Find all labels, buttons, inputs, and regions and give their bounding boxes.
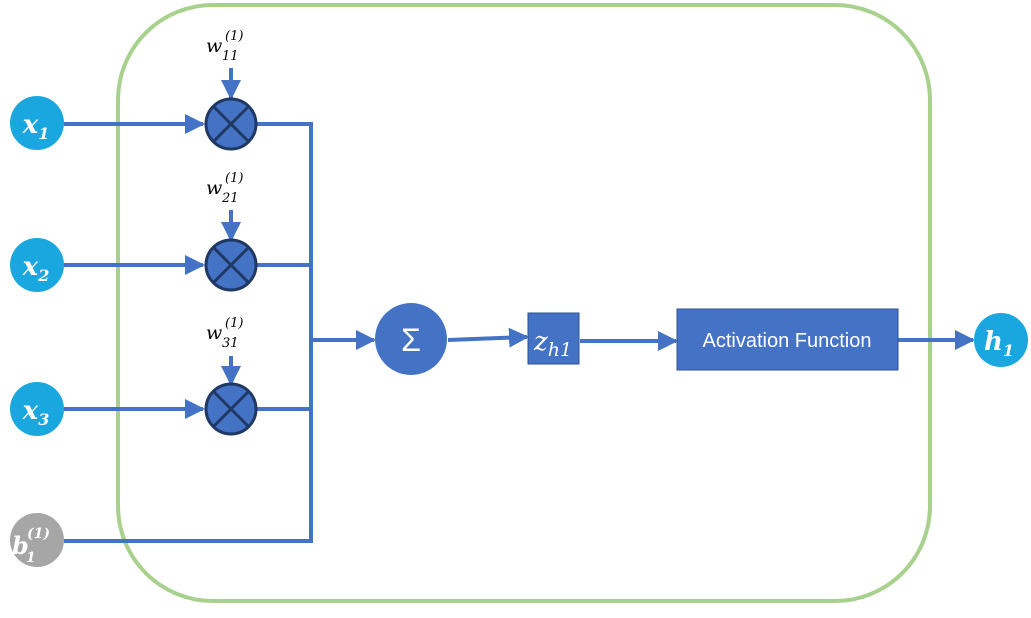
svg-text:x1: x1: [22, 110, 50, 143]
weight-3-sup: (1): [225, 316, 243, 331]
input-3-sub: 3: [38, 410, 49, 429]
weight-3-sub: 31: [222, 336, 239, 351]
input-1-base: x: [22, 110, 39, 140]
sum-symbol: Σ: [401, 322, 421, 358]
svg-text:x2: x2: [22, 252, 50, 285]
weight-3-base: w: [206, 322, 222, 344]
weight-2-base: w: [206, 177, 222, 199]
bias-base: b: [12, 531, 29, 560]
z-base: z: [533, 327, 548, 357]
activation-label: Activation Function: [703, 330, 872, 352]
input-node-3: x3: [10, 382, 64, 436]
input-node-1: x1: [10, 96, 64, 150]
weight-label-3: w 31 (1): [206, 316, 243, 351]
neuron-frame: [116, 3, 932, 603]
input-2-base: x: [22, 252, 39, 282]
bias-sub: 1: [26, 550, 36, 566]
weight-label-1: w 11 (1): [206, 29, 243, 64]
input-node-2: x2: [10, 238, 64, 292]
z-node: zh1: [527, 312, 580, 365]
svg-text:(1): (1): [27, 526, 50, 542]
output-node: h1: [974, 313, 1028, 367]
weight-1-sup: (1): [225, 29, 243, 44]
z-sub: h1: [548, 339, 572, 361]
input-2-sub: 2: [37, 266, 49, 285]
weight-2-sub: 21: [221, 191, 239, 206]
svg-text:b: b: [12, 531, 29, 560]
output-base: h: [984, 327, 1003, 357]
multiply-icon-2: [204, 238, 258, 292]
multiply-icon-3: [204, 382, 258, 436]
bias-sup: (1): [27, 526, 50, 542]
svg-text:h1: h1: [984, 327, 1014, 360]
weight-2-sup: (1): [225, 171, 243, 186]
multiply-icon-1: [204, 97, 258, 151]
sum-to-z-arrow: [447, 327, 529, 348]
input-1-sub: 1: [38, 124, 49, 143]
connections: [64, 68, 975, 543]
bias-node: b 1 (1): [10, 513, 64, 567]
weight-label-2: w 21 (1): [206, 171, 243, 206]
output-sub: 1: [1003, 341, 1014, 360]
svg-text:x3: x3: [22, 396, 50, 429]
activation-box: Activation Function: [676, 308, 899, 371]
sum-node: Σ: [375, 303, 447, 375]
weight-1-base: w: [206, 35, 222, 57]
svg-text:zh1: zh1: [533, 327, 572, 361]
svg-text:1: 1: [26, 550, 36, 566]
input-3-base: x: [22, 396, 39, 426]
weight-1-sub: 11: [222, 49, 239, 64]
